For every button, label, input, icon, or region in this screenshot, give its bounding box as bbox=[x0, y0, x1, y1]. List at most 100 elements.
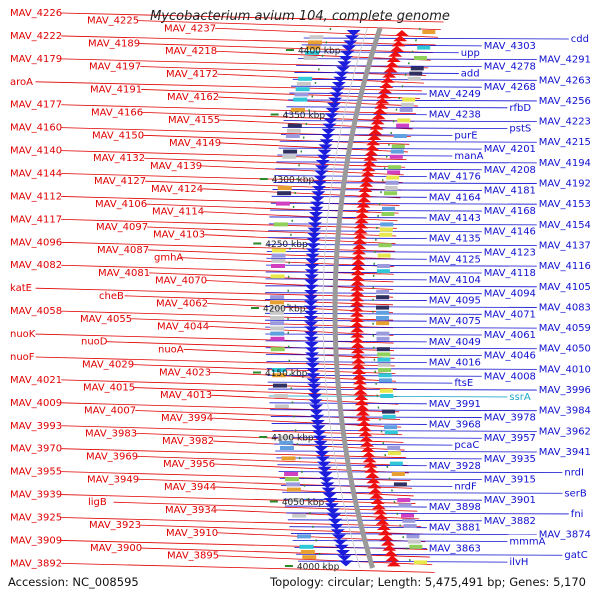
left-gene-label: MAV_4218 bbox=[165, 46, 217, 57]
left-gene-label: MAV_4124 bbox=[151, 184, 203, 195]
category-block bbox=[376, 331, 390, 336]
plus-strand-gene bbox=[378, 529, 393, 536]
category-block bbox=[270, 326, 285, 331]
plus-strand-gene bbox=[350, 331, 365, 338]
category-block bbox=[380, 222, 394, 227]
minus-strand-gene bbox=[321, 128, 336, 135]
minus-strand-gene bbox=[322, 492, 337, 499]
right-gene-label: MAV_3941 bbox=[539, 447, 591, 458]
minus-strand-gene bbox=[340, 50, 355, 57]
right-gene-label: MAV_3915 bbox=[484, 475, 536, 486]
left-connector bbox=[145, 180, 402, 191]
minus-strand-gene bbox=[315, 165, 330, 172]
right-gene-label: MAV_4008 bbox=[484, 371, 536, 382]
left-connector bbox=[124, 295, 394, 306]
right-gene-label: MAV_4135 bbox=[429, 234, 481, 245]
plus-strand-gene bbox=[362, 456, 377, 463]
category-block bbox=[287, 123, 302, 128]
category-block bbox=[377, 253, 391, 258]
plus-strand-gene bbox=[350, 279, 365, 286]
left-gene-label: MAV_3909 bbox=[10, 535, 62, 546]
left-gene-label: MAV_4191 bbox=[90, 84, 142, 95]
left-connector bbox=[138, 478, 412, 489]
category-block bbox=[396, 123, 410, 128]
category-block bbox=[407, 76, 421, 81]
left-gene-label: MAV_3900 bbox=[90, 543, 142, 554]
left-gene-label: MAV_4172 bbox=[166, 69, 218, 80]
plus-strand-gene bbox=[383, 550, 398, 556]
category-block bbox=[277, 186, 292, 190]
right-gene-label: MAV_3898 bbox=[429, 502, 481, 513]
minus-strand-gene bbox=[343, 40, 358, 47]
plus-strand-gene bbox=[350, 300, 365, 307]
right-connector bbox=[276, 457, 482, 460]
right-connector bbox=[265, 319, 427, 322]
right-gene-label: MAV_4104 bbox=[429, 275, 481, 286]
plus-strand-gene bbox=[354, 217, 369, 224]
map-title: Mycobacterium avium 104, complete genome bbox=[150, 9, 450, 24]
minus-strand-gene bbox=[327, 513, 342, 520]
right-gene-label: MAV_3901 bbox=[484, 495, 536, 506]
category-block bbox=[376, 305, 390, 310]
left-gene-label: MAV_4112 bbox=[10, 191, 62, 202]
plus-strand-gene bbox=[367, 482, 382, 489]
category-block bbox=[391, 472, 405, 476]
category-block bbox=[376, 316, 390, 320]
left-gene-label: MAV_4140 bbox=[10, 146, 62, 157]
minus-strand-gene bbox=[334, 71, 349, 78]
right-connector bbox=[297, 560, 508, 563]
plus-strand-gene bbox=[354, 394, 369, 400]
right-connector bbox=[269, 402, 427, 405]
plus-strand-gene bbox=[353, 227, 368, 234]
plus-strand-gene bbox=[350, 274, 365, 281]
category-block bbox=[402, 518, 416, 523]
category-block bbox=[406, 534, 420, 539]
scale-tick-label: 4150 kbp bbox=[265, 369, 308, 379]
minus-strand-gene bbox=[305, 357, 320, 364]
minus-strand-gene bbox=[316, 461, 331, 468]
minus-strand-gene bbox=[307, 227, 322, 234]
category-block bbox=[376, 347, 390, 352]
plus-strand-gene bbox=[379, 82, 394, 88]
category-block bbox=[295, 87, 310, 92]
left-connector bbox=[141, 547, 430, 558]
plus-strand-gene bbox=[355, 206, 370, 213]
minus-strand-gene bbox=[346, 30, 361, 36]
left-connector bbox=[144, 157, 406, 168]
plus-strand-gene bbox=[368, 128, 383, 135]
minus-strand-gene bbox=[307, 383, 322, 390]
left-connector bbox=[220, 142, 408, 153]
category-block bbox=[378, 243, 392, 248]
left-gene-label: MAV_3939 bbox=[10, 490, 62, 501]
left-connector bbox=[148, 249, 395, 260]
minus-strand-gene bbox=[306, 378, 321, 385]
right-connector bbox=[289, 92, 427, 95]
minus-strand-gene bbox=[336, 550, 351, 556]
minus-strand-gene bbox=[312, 180, 327, 187]
scale-tick-label: 4200 kbp bbox=[263, 305, 306, 315]
minus-strand-gene bbox=[325, 108, 340, 114]
left-gene-label: MAV_3982 bbox=[162, 436, 214, 447]
right-gene-label: MAV_3996 bbox=[539, 385, 591, 396]
right-gene-label: MAV_4146 bbox=[484, 227, 536, 238]
plus-strand-gene bbox=[364, 149, 379, 156]
left-connector bbox=[216, 509, 420, 520]
minus-strand-gene bbox=[330, 87, 345, 94]
category-block bbox=[270, 316, 285, 320]
left-connector bbox=[211, 394, 399, 405]
minus-strand-gene bbox=[304, 326, 319, 333]
category-block bbox=[414, 560, 428, 565]
right-gene-label: MAV_4075 bbox=[429, 316, 481, 327]
scale-tick-label: 4100 kbp bbox=[271, 434, 314, 444]
plus-strand-gene bbox=[372, 108, 387, 114]
plus-strand-gene bbox=[355, 409, 370, 416]
left-connector bbox=[213, 440, 405, 451]
category-block bbox=[275, 201, 290, 206]
category-block bbox=[400, 102, 414, 107]
category-block bbox=[270, 321, 285, 326]
right-gene-label: MAV_4201 bbox=[484, 144, 536, 155]
right-gene-label: MAV_4164 bbox=[429, 192, 481, 203]
minus-strand-gene bbox=[305, 362, 320, 369]
category-block bbox=[270, 347, 285, 352]
left-gene-label: cheB bbox=[99, 291, 124, 302]
